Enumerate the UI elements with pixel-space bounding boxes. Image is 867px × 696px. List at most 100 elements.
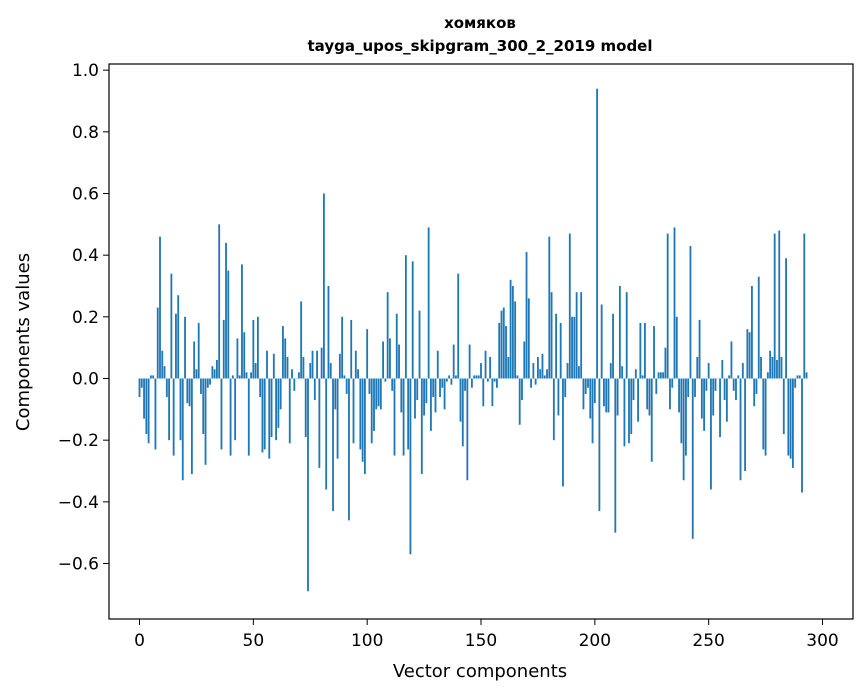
- bar: [577, 366, 580, 379]
- bar: [418, 310, 421, 379]
- bar: [637, 378, 639, 422]
- bar: [646, 378, 649, 410]
- bar: [282, 326, 284, 379]
- bar: [302, 356, 305, 379]
- bar: [459, 378, 462, 422]
- bar: [352, 378, 355, 444]
- bar: [209, 378, 211, 385]
- bar: [505, 326, 507, 379]
- bar: [607, 378, 610, 413]
- bar: [575, 292, 578, 379]
- bar: [231, 375, 234, 379]
- bar: [612, 313, 614, 379]
- bar: [787, 378, 790, 456]
- bar: [409, 378, 412, 555]
- bar: [582, 378, 585, 410]
- bar: [796, 375, 799, 379]
- bar: [357, 369, 359, 379]
- bar: [514, 301, 517, 379]
- bar: [587, 378, 589, 388]
- bar: [234, 378, 237, 441]
- bar: [546, 369, 548, 379]
- bar: [794, 378, 797, 388]
- bar: [238, 375, 241, 379]
- bar: [518, 378, 521, 425]
- bar: [168, 378, 171, 441]
- bar: [705, 378, 708, 391]
- x-axis-ticks: 0 50 100 150 200 250 300: [134, 619, 839, 651]
- bar: [532, 363, 535, 379]
- bar: [543, 375, 546, 379]
- bar: [179, 378, 182, 441]
- bar: [439, 378, 441, 397]
- bar: [628, 378, 630, 444]
- bar: [318, 378, 321, 468]
- bar: [145, 378, 148, 434]
- bar: [653, 326, 655, 379]
- bar: [407, 378, 410, 450]
- bar: [445, 378, 448, 382]
- bar: [580, 292, 583, 379]
- bar: [404, 255, 407, 379]
- bar: [618, 286, 621, 379]
- bar: [468, 344, 471, 379]
- bar: [229, 378, 232, 456]
- bar: [780, 356, 783, 379]
- bar: [675, 316, 678, 379]
- bar: [655, 378, 658, 394]
- bar: [782, 378, 785, 434]
- bar: [562, 378, 564, 487]
- bar: [220, 378, 223, 450]
- bar: [373, 378, 375, 431]
- bar: [450, 378, 453, 385]
- bar: [639, 323, 642, 379]
- y-tick-label: −0.4: [58, 493, 99, 513]
- bar: [541, 353, 544, 379]
- bar: [755, 378, 758, 394]
- bar: [776, 360, 778, 379]
- bar: [632, 378, 635, 401]
- bar: [266, 350, 268, 379]
- bar: [227, 270, 230, 379]
- bar: [600, 304, 603, 379]
- bar: [288, 378, 291, 444]
- bar: [591, 378, 594, 444]
- bar: [748, 332, 751, 379]
- bar: [766, 372, 769, 379]
- bar: [791, 378, 794, 468]
- bar: [741, 363, 744, 379]
- bar: [434, 378, 437, 413]
- bar: [338, 353, 341, 379]
- bar: [461, 378, 464, 447]
- bar: [477, 375, 480, 379]
- bar: [327, 286, 330, 379]
- bar: [161, 350, 164, 379]
- bar: [393, 378, 396, 456]
- bar: [466, 378, 469, 481]
- bar: [334, 378, 337, 410]
- chart-subtitle: tayga_upos_skipgram_300_2_2019 model: [308, 37, 653, 55]
- bar: [644, 323, 646, 379]
- bar: [687, 378, 690, 397]
- bar: [188, 378, 191, 407]
- bar: [430, 378, 432, 431]
- bar: [181, 378, 184, 481]
- bar: [557, 378, 560, 416]
- y-axis-label: Components values: [13, 253, 34, 431]
- plot-frame: [108, 63, 854, 620]
- bar: [657, 372, 660, 379]
- bar: [159, 236, 161, 379]
- bar: [550, 292, 553, 379]
- bar: [391, 378, 394, 391]
- bar: [320, 347, 323, 379]
- bar: [751, 286, 753, 379]
- bar: [384, 378, 387, 382]
- bar: [593, 378, 596, 404]
- bar: [311, 350, 314, 379]
- bar: [552, 378, 555, 441]
- bar: [452, 344, 455, 379]
- bar: [539, 369, 542, 379]
- bar: [256, 316, 259, 379]
- bar: [616, 378, 619, 416]
